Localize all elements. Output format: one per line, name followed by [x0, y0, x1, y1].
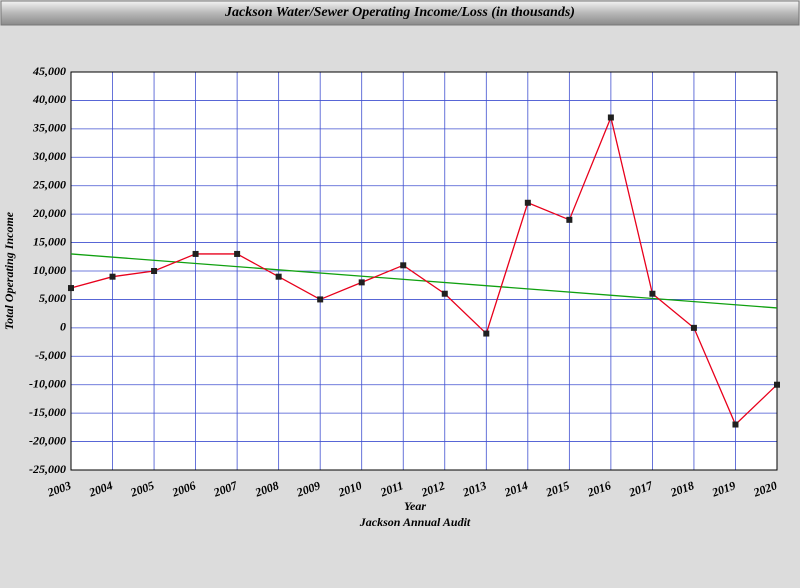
- point-marker: [358, 279, 365, 286]
- point-marker: [483, 330, 490, 337]
- point-marker: [400, 262, 407, 269]
- point-marker: [607, 114, 614, 121]
- y-tick-label: 40,000: [32, 92, 66, 106]
- point-marker: [68, 285, 74, 292]
- y-tick-label: 30,000: [32, 149, 66, 163]
- plot-border: [70, 71, 778, 471]
- title-bar: [0, 0, 800, 26]
- y-tick-label: 10,000: [33, 263, 66, 277]
- y-tick-label: -10,000: [29, 376, 66, 390]
- y-tick-label: 0: [60, 320, 66, 334]
- x-axis-label-2: Jackson Annual Audit: [359, 515, 471, 529]
- point-marker: [566, 216, 573, 223]
- point-marker: [441, 290, 448, 297]
- point-marker: [732, 421, 739, 428]
- y-tick-label: -5,000: [35, 348, 66, 362]
- point-marker: [275, 273, 282, 280]
- y-axis-label: Total Operating Income: [2, 211, 16, 330]
- x-axis-label: Year: [404, 499, 426, 513]
- point-marker: [151, 268, 158, 274]
- y-tick-label: 25,000: [32, 177, 66, 191]
- point-marker: [109, 273, 116, 280]
- point-marker: [690, 324, 697, 331]
- chart-title: Jackson Water/Sewer Operating Income/Los…: [224, 5, 575, 20]
- y-tick-label: 15,000: [33, 234, 66, 248]
- y-tick-label: 35,000: [32, 121, 66, 135]
- point-marker: [649, 290, 656, 297]
- y-tick-label: 20,000: [32, 206, 66, 220]
- y-tick-label: 5,000: [39, 291, 66, 305]
- point-marker: [234, 250, 241, 257]
- y-tick-label: 45,000: [32, 64, 66, 78]
- point-marker: [524, 199, 531, 206]
- point-marker: [317, 296, 324, 303]
- y-tick-label: -15,000: [29, 405, 66, 419]
- series-line: [70, 115, 778, 426]
- y-tick-label: -20,000: [29, 433, 66, 447]
- point-marker: [774, 381, 780, 388]
- point-marker: [192, 250, 199, 257]
- y-tick-label: -25,000: [29, 462, 66, 476]
